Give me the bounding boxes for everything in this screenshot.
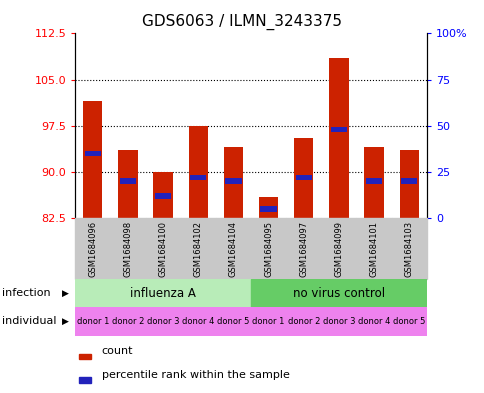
Text: ▶: ▶	[62, 317, 69, 326]
Bar	[320, 307, 356, 336]
Text: GSM1684097: GSM1684097	[299, 221, 308, 277]
Bar	[190, 175, 206, 180]
Bar	[78, 354, 91, 359]
Text: GSM1684101: GSM1684101	[369, 221, 378, 277]
Bar	[223, 147, 242, 218]
Bar	[391, 307, 426, 336]
Bar	[286, 307, 320, 336]
Bar	[399, 151, 418, 218]
Bar	[295, 175, 311, 180]
Text: GSM1684100: GSM1684100	[158, 221, 167, 277]
Bar	[110, 307, 145, 336]
Text: donor 4: donor 4	[182, 317, 214, 326]
Bar	[356, 218, 391, 279]
Text: donor 1: donor 1	[76, 317, 109, 326]
Text: count: count	[101, 346, 133, 356]
Text: influenza A: influenza A	[130, 286, 196, 300]
Bar	[320, 218, 356, 279]
Text: donor 2: donor 2	[111, 317, 144, 326]
Text: infection: infection	[2, 288, 51, 298]
Text: GSM1684102: GSM1684102	[193, 221, 202, 277]
Bar	[260, 206, 276, 212]
Text: donor 5: donor 5	[217, 317, 249, 326]
Text: donor 3: donor 3	[147, 317, 179, 326]
Text: GDS6063 / ILMN_3243375: GDS6063 / ILMN_3243375	[142, 14, 342, 30]
Text: donor 5: donor 5	[392, 317, 424, 326]
Text: ▶: ▶	[62, 289, 69, 298]
Text: percentile rank within the sample: percentile rank within the sample	[101, 370, 289, 380]
Text: GSM1684098: GSM1684098	[123, 221, 132, 277]
Bar	[153, 172, 172, 218]
Bar	[363, 147, 383, 218]
Text: GSM1684095: GSM1684095	[263, 221, 272, 277]
Text: donor 3: donor 3	[322, 317, 354, 326]
Bar	[75, 218, 110, 279]
Bar	[120, 178, 136, 184]
Text: GSM1684104: GSM1684104	[228, 221, 238, 277]
Bar	[286, 218, 320, 279]
Bar	[78, 377, 91, 383]
Bar	[145, 218, 180, 279]
Bar	[118, 151, 137, 218]
Bar	[215, 218, 251, 279]
Bar	[225, 178, 241, 184]
Text: GSM1684099: GSM1684099	[333, 221, 343, 277]
Bar	[400, 178, 417, 184]
Bar	[154, 193, 171, 199]
Text: GSM1684103: GSM1684103	[404, 221, 413, 277]
Bar	[356, 307, 391, 336]
Text: donor 4: donor 4	[357, 317, 390, 326]
Bar	[293, 138, 313, 218]
Bar	[251, 279, 426, 307]
Bar	[180, 307, 215, 336]
Bar	[251, 218, 286, 279]
Bar	[215, 307, 251, 336]
Bar	[75, 307, 110, 336]
Bar	[258, 196, 278, 218]
Bar	[110, 218, 145, 279]
Bar	[83, 101, 102, 218]
Text: GSM1684096: GSM1684096	[88, 221, 97, 277]
Bar	[188, 126, 208, 218]
Text: donor 2: donor 2	[287, 317, 319, 326]
Bar	[145, 307, 180, 336]
Bar	[365, 178, 381, 184]
Bar	[329, 58, 348, 218]
Text: individual: individual	[2, 316, 57, 327]
Bar	[84, 151, 101, 156]
Bar	[391, 218, 426, 279]
Text: donor 1: donor 1	[252, 317, 284, 326]
Bar	[180, 218, 215, 279]
Bar	[75, 279, 251, 307]
Bar	[330, 127, 347, 132]
Text: no virus control: no virus control	[292, 286, 384, 300]
Bar	[251, 307, 286, 336]
